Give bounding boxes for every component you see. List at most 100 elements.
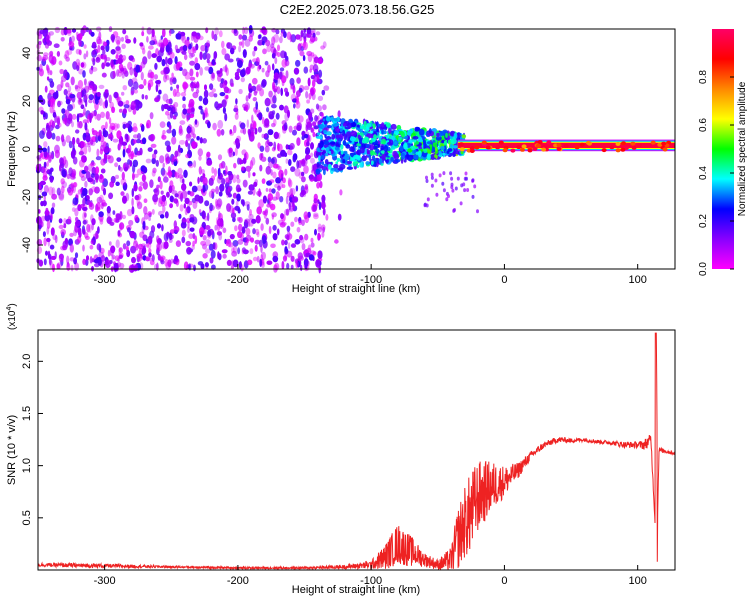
heatmap-cell: [574, 145, 580, 150]
heatmap-cell: [393, 130, 400, 135]
heatmap-cell: [388, 139, 394, 146]
heatmap-cell: [172, 155, 178, 162]
heatmap-cell: [267, 64, 271, 73]
heatmap-cell: [197, 148, 203, 157]
heatmap-cell: [166, 74, 170, 81]
heatmap-cell: [192, 201, 198, 209]
heatmap-cell: [72, 197, 79, 206]
heatmap-cell: [266, 260, 273, 265]
heatmap-cell: [314, 228, 317, 236]
heatmap-cell: [258, 34, 262, 39]
heatmap-cell: [450, 176, 454, 181]
heatmap-cell: [242, 179, 248, 188]
heatmap-cell: [121, 141, 128, 146]
heatmap-cell: [280, 87, 283, 96]
heatmap-cell: [615, 142, 621, 146]
heatmap-cell: [217, 167, 221, 177]
heatmap-cell: [189, 76, 196, 81]
heatmap-cell: [156, 235, 160, 244]
heatmap-cell: [91, 186, 97, 193]
heatmap-cell: [275, 112, 280, 120]
heatmap-cell: [220, 129, 225, 136]
spectrogram-y-ticks: -40 -20 0 20 40: [21, 47, 43, 253]
heatmap-cell: [495, 145, 501, 150]
heatmap-cell: [380, 145, 385, 151]
heatmap-cell: [279, 222, 286, 228]
snr-x-ticks: -300 -200 -100 0 100: [94, 565, 647, 587]
heatmap-cell: [237, 239, 244, 245]
heatmap-cell: [321, 200, 326, 210]
heatmap-cell: [39, 180, 46, 186]
heatmap-cell: [256, 206, 263, 215]
heatmap-cell: [343, 150, 348, 155]
heatmap-cell: [133, 89, 139, 94]
heatmap-cell: [252, 256, 258, 262]
heatmap-cell: [89, 162, 96, 167]
heatmap-cell: [381, 154, 386, 161]
heatmap-cell: [323, 163, 328, 167]
heatmap-cell: [60, 229, 66, 236]
heatmap-cell: [189, 60, 196, 66]
heatmap-cell: [57, 100, 61, 108]
x-tick-label: 100: [629, 274, 647, 286]
heatmap-cell: [245, 234, 252, 242]
heatmap-cell: [143, 206, 148, 215]
heatmap-cell: [342, 123, 347, 127]
heatmap-cell: [99, 148, 103, 155]
heatmap-cell: [43, 185, 49, 194]
heatmap-cell: [145, 256, 150, 262]
heatmap-cell: [122, 243, 127, 250]
heatmap-cell: [72, 61, 78, 70]
heatmap-cell: [275, 191, 280, 200]
heatmap-cell: [56, 51, 61, 57]
heatmap-cell: [135, 64, 141, 73]
heatmap-cell: [276, 86, 281, 95]
heatmap-cell: [249, 123, 253, 131]
heatmap-cell: [271, 104, 277, 109]
heatmap-cell: [183, 261, 189, 271]
heatmap-cell: [51, 193, 57, 200]
x-tick-label: -300: [94, 575, 116, 587]
heatmap-cell: [308, 254, 314, 261]
heatmap-cell: [117, 230, 121, 237]
heatmap-cell: [64, 116, 67, 126]
heatmap-cell: [69, 232, 74, 237]
heatmap-cell: [262, 27, 268, 36]
y-tick-label: 40: [21, 47, 33, 59]
heatmap-cell: [268, 111, 275, 120]
heatmap-cell: [429, 144, 433, 148]
heatmap-cell: [63, 223, 67, 229]
heatmap-cell: [352, 121, 356, 128]
heatmap-cell: [38, 218, 43, 226]
heatmap-cell: [38, 40, 42, 46]
heatmap-cell: [307, 53, 313, 63]
heatmap-cell: [142, 220, 146, 230]
heatmap-cell: [177, 147, 181, 157]
heatmap-cell: [132, 126, 138, 133]
heatmap-cell: [443, 145, 447, 152]
heatmap-cell: [66, 261, 70, 268]
heatmap-cell: [222, 227, 227, 234]
heatmap-cell: [70, 182, 74, 188]
heatmap-cell: [215, 198, 218, 207]
heatmap-cell: [95, 156, 102, 161]
heatmap-cell: [99, 174, 103, 180]
heatmap-cell: [248, 92, 251, 99]
heatmap-cell: [206, 159, 213, 166]
heatmap-cell: [65, 109, 70, 119]
heatmap-cell: [181, 50, 187, 55]
heatmap-cell: [244, 241, 249, 246]
heatmap-cell: [71, 187, 74, 192]
heatmap-cell: [130, 90, 134, 96]
heatmap-cell: [289, 142, 295, 150]
heatmap-cell: [202, 177, 208, 186]
heatmap-cell: [282, 177, 286, 184]
heatmap-cell: [296, 125, 302, 131]
heatmap-cell: [313, 212, 319, 218]
heatmap-cell: [181, 190, 188, 199]
heatmap-cell: [275, 191, 280, 200]
heatmap-cell: [50, 227, 55, 236]
heatmap-cell: [301, 219, 305, 226]
heatmap-cell: [261, 79, 267, 87]
heatmap-cell: [303, 165, 309, 174]
